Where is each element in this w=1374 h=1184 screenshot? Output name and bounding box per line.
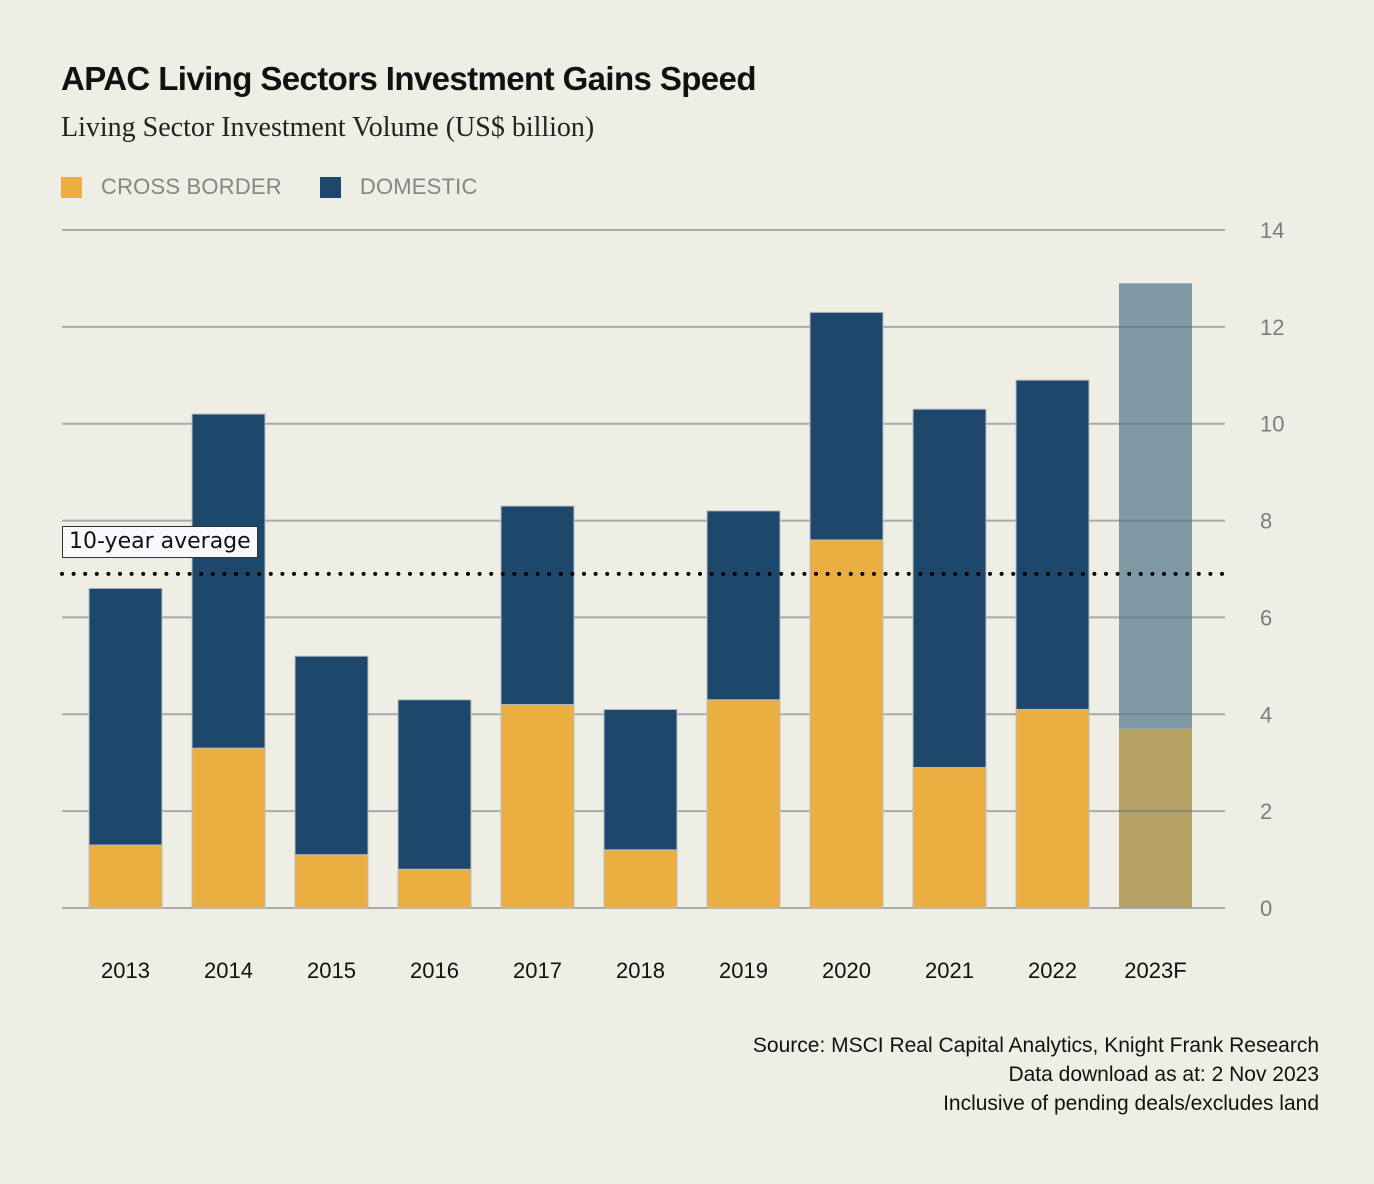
bar-domestic-2014 xyxy=(191,413,266,749)
bar-domestic-2021 xyxy=(912,408,987,769)
bar-cross-border-2020 xyxy=(809,539,884,909)
chart-title: APAC Living Sectors Investment Gains Spe… xyxy=(61,60,756,97)
bar-cross-border-2014 xyxy=(191,747,266,909)
bar-domestic-2017 xyxy=(500,505,575,706)
y-tick-label: 4 xyxy=(1260,702,1272,727)
x-tick-label: 2019 xyxy=(719,958,768,983)
x-tick-label: 2016 xyxy=(410,958,459,983)
bar-domestic-2013 xyxy=(88,587,163,846)
x-axis-ticks: 2013 2014 2015 2016 2017 2018 2019 2020 2021 2022… xyxy=(101,958,1187,983)
x-tick-label: 2014 xyxy=(204,958,253,983)
ten-year-average-label: 10-year average xyxy=(62,526,258,558)
legend-label: DOMESTIC xyxy=(359,174,478,199)
y-tick-label: 12 xyxy=(1260,315,1284,340)
bar-cross-border-2018 xyxy=(603,849,678,909)
bar-cross-border-2016 xyxy=(397,868,472,909)
footer: Source: MSCI Real Capital Analytics, Kni… xyxy=(753,1031,1319,1118)
x-tick-label: 2015 xyxy=(307,958,356,983)
y-tick-label: 14 xyxy=(1260,218,1284,243)
bar-domestic-2022 xyxy=(1015,379,1090,710)
legend-swatch-cross-border xyxy=(61,176,82,198)
x-tick-label: 2018 xyxy=(616,958,665,983)
y-tick-label: 10 xyxy=(1260,412,1284,437)
legend-item-domestic: DOMESTIC xyxy=(319,174,478,200)
bars xyxy=(88,283,1192,909)
y-tick-label: 6 xyxy=(1260,605,1272,630)
legend-item-cross-border: CROSS BORDER xyxy=(61,174,282,200)
bar-cross-border-2019 xyxy=(706,699,781,909)
source-note: Source: MSCI Real Capital Analytics, Kni… xyxy=(752,1034,1319,1057)
x-tick-label: 2022 xyxy=(1028,958,1077,983)
legend-swatch-domestic xyxy=(319,176,341,198)
bar-cross-border-2017 xyxy=(500,704,575,909)
bar-domestic-2015 xyxy=(294,655,369,856)
y-axis-ticks: 0 2 4 6 8 10 12 14 xyxy=(1260,218,1284,921)
bar-cross-border-2022 xyxy=(1015,708,1090,909)
y-tick-label: 2 xyxy=(1260,799,1272,824)
inclusion-note: Inclusive of pending deals/excludes land xyxy=(943,1092,1319,1115)
bar-cross-border-2021 xyxy=(912,767,987,909)
y-tick-label: 0 xyxy=(1260,896,1272,921)
legend: CROSS BORDER DOMESTIC xyxy=(61,174,516,200)
x-tick-label: 2021 xyxy=(925,958,974,983)
y-tick-label: 8 xyxy=(1260,509,1272,534)
bar-domestic-2018 xyxy=(603,708,678,851)
bar-domestic-2020 xyxy=(809,311,884,541)
legend-label: CROSS BORDER xyxy=(101,174,282,199)
x-tick-label: 2023F xyxy=(1124,958,1186,983)
x-tick-label: 2020 xyxy=(822,958,871,983)
bar-cross-border-2023F xyxy=(1119,728,1192,908)
bar-domestic-2023F xyxy=(1119,283,1192,729)
chart-subtitle: Living Sector Investment Volume (US$ bil… xyxy=(61,112,595,143)
bar-domestic-2019 xyxy=(706,510,781,701)
bar-cross-border-2015 xyxy=(294,854,369,909)
x-tick-label: 2013 xyxy=(101,958,150,983)
bar-cross-border-2013 xyxy=(88,844,163,909)
bar-domestic-2016 xyxy=(397,699,472,870)
download-note: Data download as at: 2 Nov 2023 xyxy=(1008,1063,1319,1086)
x-tick-label: 2017 xyxy=(513,958,562,983)
